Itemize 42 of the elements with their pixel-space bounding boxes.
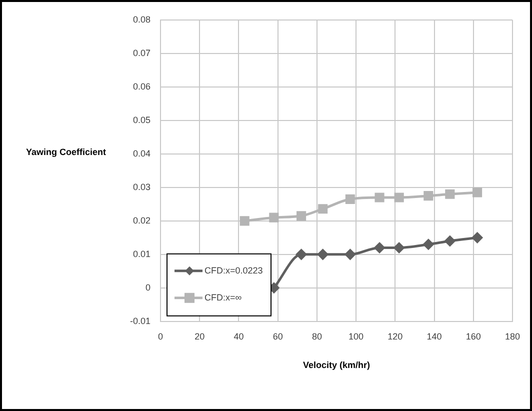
- y-tick-label: 0.06: [132, 81, 151, 92]
- point: [394, 192, 404, 202]
- point: [472, 188, 482, 198]
- x-tick-label: 60: [272, 331, 283, 342]
- point: [423, 239, 434, 250]
- x-tick-label: 100: [348, 331, 364, 342]
- point: [374, 242, 385, 253]
- legend-label: CFD:x=∞: [204, 292, 242, 302]
- y-tick-label: 0.03: [132, 182, 151, 192]
- x-tick-label: 40: [234, 331, 244, 342]
- point: [445, 189, 455, 199]
- y-tick-label: 0.02: [132, 215, 151, 226]
- x-tick-label: 140: [426, 331, 442, 342]
- point: [344, 249, 356, 260]
- point: [472, 232, 483, 243]
- point: [444, 236, 456, 246]
- y-tick-label: 0.08: [132, 14, 151, 24]
- point: [394, 242, 404, 253]
- y-tick-label: 0.04: [132, 148, 151, 158]
- x-axis-title: Velocity (km/hr): [302, 360, 370, 370]
- point: [424, 191, 434, 201]
- legend-label: CFD:x=0.0223: [204, 265, 263, 276]
- x-tick-label: 180: [504, 331, 520, 342]
- x-tick-label: 160: [466, 331, 481, 342]
- point: [374, 192, 384, 202]
- y-tick-label: 0.05: [132, 114, 151, 125]
- x-tick-label: 120: [388, 331, 403, 342]
- y-axis-title: Yawing Coefficient: [26, 147, 106, 158]
- x-tick-label: 20: [194, 331, 205, 342]
- y-tick-label: 0.07: [132, 48, 151, 58]
- x-tick-label: 80: [312, 331, 322, 342]
- point: [318, 204, 328, 214]
- point: [318, 249, 328, 260]
- point: [296, 249, 307, 260]
- point: [296, 211, 306, 221]
- x-tick-label: 0: [158, 331, 164, 342]
- point: [269, 212, 279, 222]
- point: [240, 216, 250, 226]
- y-tick-label: -0.01: [130, 316, 151, 326]
- y-tick-label: 0.01: [132, 248, 151, 259]
- y-tick-label: 0: [146, 282, 151, 292]
- point: [345, 194, 355, 204]
